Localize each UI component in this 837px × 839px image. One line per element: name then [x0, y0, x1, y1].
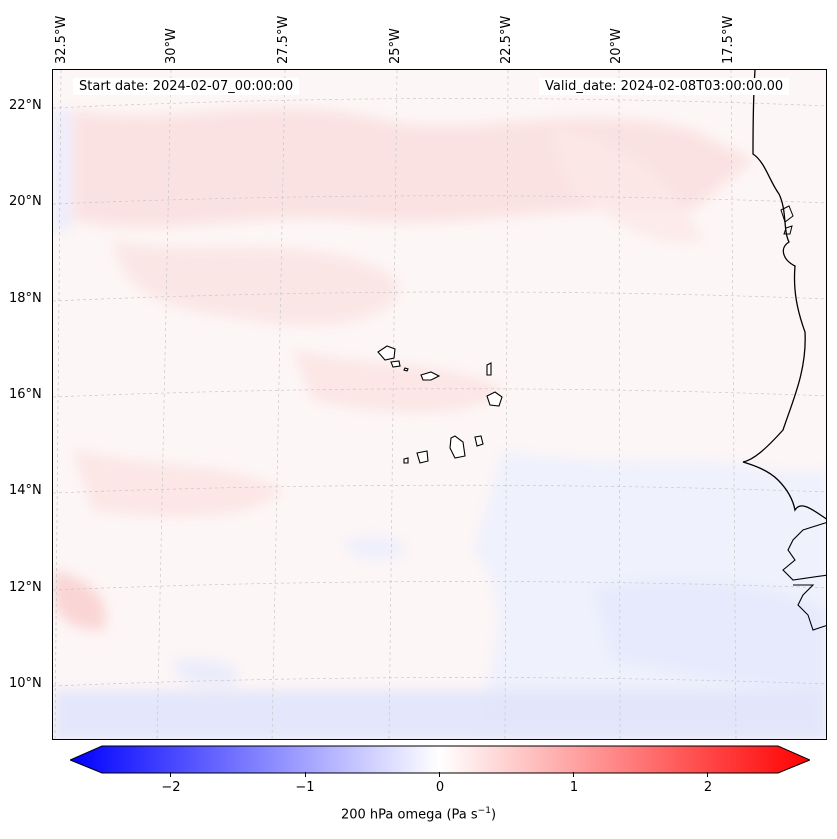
colorbar-tickmark	[573, 772, 574, 777]
colorbar-gradient	[68, 745, 812, 774]
lon-label-25w: 25°W	[388, 28, 403, 64]
omega-field-shading	[53, 108, 826, 739]
coastline-mainland	[742, 70, 826, 520]
coastline-guinea-bissau	[782, 522, 826, 631]
cape-verde-islands	[377, 345, 503, 464]
coastline-islets	[780, 205, 794, 235]
colorbar-tick-label: 1	[569, 780, 579, 795]
lon-label-32-5w: 32.5°W	[54, 15, 69, 64]
colorbar-label: 200 hPa omega (Pa s−1)	[0, 806, 837, 822]
colorbar-tick-label: −1	[295, 780, 315, 795]
lat-label-20n: 20°N	[9, 194, 42, 209]
colorbar-label-close: )	[490, 807, 497, 823]
colorbar-tick-label: 2	[703, 780, 713, 795]
lat-label-12n: 12°N	[9, 580, 42, 595]
lon-label-22-5w: 22.5°W	[499, 15, 514, 64]
lat-label-10n: 10°N	[9, 676, 42, 691]
colorbar-tick-label: 0	[435, 780, 445, 795]
lon-label-30w: 30°W	[164, 28, 179, 64]
colorbar-svg	[68, 745, 812, 774]
lon-label-20w: 20°W	[609, 28, 624, 64]
map-canvas	[53, 70, 826, 739]
lat-label-16n: 16°N	[9, 387, 42, 402]
lat-label-14n: 14°N	[9, 483, 42, 498]
lat-label-22n: 22°N	[9, 98, 42, 113]
colorbar-tickmark	[707, 772, 708, 777]
start-date-label: Start date: 2024-02-07_00:00:00	[73, 78, 300, 95]
colorbar-tick-label: −2	[161, 780, 181, 795]
lon-label-17-5w: 17.5°W	[721, 15, 736, 64]
colorbar-label-text: 200 hPa omega (Pa s	[340, 807, 478, 823]
colorbar-label-unit-exponent: −1	[477, 806, 491, 816]
lon-label-27-5w: 27.5°W	[276, 15, 291, 64]
colorbar-tickmark	[305, 772, 306, 777]
colorbar	[68, 745, 812, 777]
colorbar-tickmark	[170, 772, 171, 777]
graticule	[53, 70, 826, 739]
colorbar-tickmark	[439, 772, 440, 777]
map-panel[interactable]	[52, 69, 827, 740]
lat-label-18n: 18°N	[9, 291, 42, 306]
valid-date-label: Valid_date: 2024-02-08T03:00:00.00	[539, 78, 790, 95]
